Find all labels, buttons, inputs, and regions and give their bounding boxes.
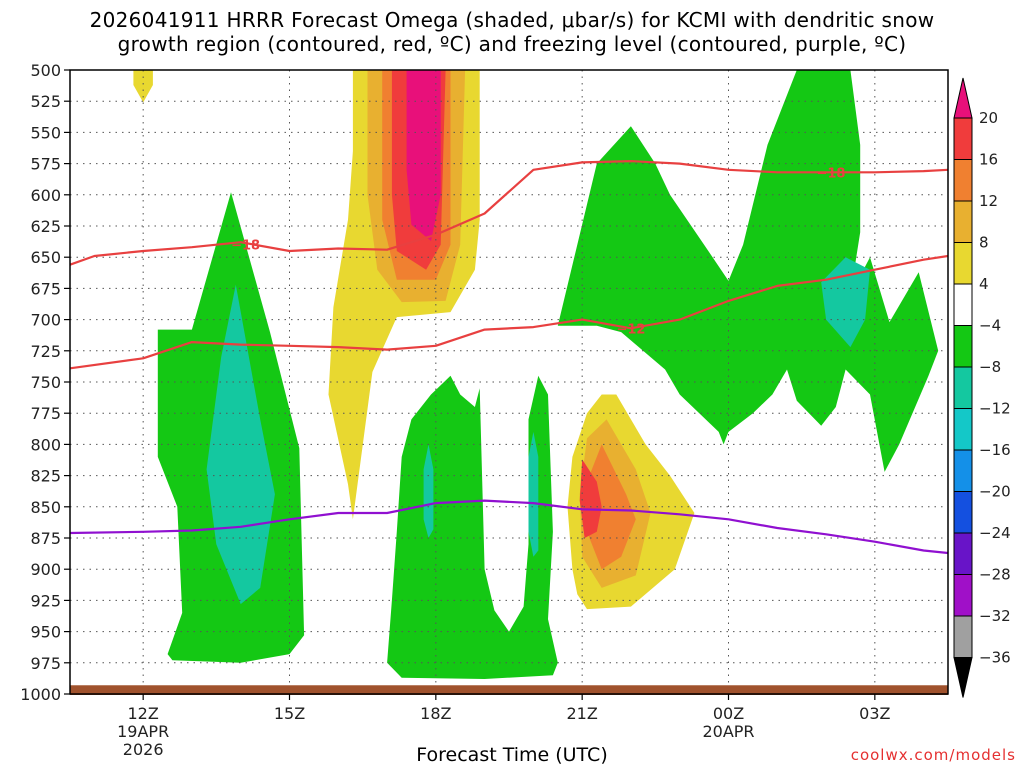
contour-label-minus18-left: −18 [231, 239, 260, 254]
x-tick-label-24: 00Z [713, 704, 744, 723]
credit-text: coolwx.com/models [850, 746, 1016, 764]
colorbar-label-4: 4 [979, 275, 989, 293]
omega-region-12 [528, 431, 539, 557]
colorbar-swatch-4 [953, 283, 973, 326]
x-tick-label-12: 12Z [128, 704, 159, 723]
colorbar-swatch-1 [953, 159, 973, 202]
omega-shading [133, 70, 939, 679]
colorbar-swatch-2 [953, 200, 973, 243]
colorbar-legend: 20 16 12 8 4 −4 −8 −12 −16 −20 −24 −28 −32 −36 [953, 77, 1011, 698]
y-tick-label-500: 500 [30, 61, 61, 80]
omega-region-9 [821, 257, 870, 348]
y-tick-label-900: 900 [30, 560, 61, 579]
omega-region-7 [133, 70, 153, 103]
y-tick-label-700: 700 [30, 311, 61, 330]
contour-label-minus12: −12 [616, 322, 645, 337]
colorbar-over-triangle [953, 77, 973, 119]
x-axis-label: Forecast Time (UTC) [416, 744, 608, 766]
colorbar-swatch-7 [953, 408, 973, 451]
colorbar-swatch-3 [953, 242, 973, 285]
y-tick-label-875: 875 [30, 529, 61, 548]
ground-layer [70, 685, 948, 695]
y-tick-label-1000: 1000 [20, 685, 61, 704]
y-tick-label-575: 575 [30, 155, 61, 174]
isotherm-minus18-line [70, 160, 948, 266]
y-tick-label-825: 825 [30, 467, 61, 486]
y-tick-label-625: 625 [30, 217, 61, 236]
y-tick-label-850: 850 [30, 498, 61, 517]
x-tick-label-15: 15Z [274, 704, 305, 723]
chart-title-line2: growth region (contoured, red, ºC) and f… [117, 32, 907, 56]
y-tick-label-775: 775 [30, 404, 61, 423]
colorbar-label-2: 12 [979, 192, 998, 210]
colorbar-label-8: −16 [979, 441, 1011, 459]
y-tick-label-800: 800 [30, 435, 61, 454]
x-tick-date-12: 19APR [117, 722, 169, 741]
colorbar-label-1: 16 [979, 151, 998, 169]
x-tick-label-27: 03Z [859, 704, 890, 723]
omega-region-6 [406, 70, 441, 241]
colorbar-label-11: −28 [979, 566, 1011, 584]
y-tick-label-550: 550 [30, 123, 61, 142]
omega-region-11 [423, 444, 434, 538]
colorbar-under-triangle [953, 657, 973, 698]
x-tick-date-24: 20APR [702, 722, 754, 741]
colorbar-swatch-0 [953, 117, 973, 160]
y-axis: 500 525 550 575 600 625 650 675 700 725 750 775 800 8… [20, 61, 70, 704]
colorbar-label-7: −12 [979, 400, 1011, 418]
y-tick-label-950: 950 [30, 623, 61, 642]
contour-lines: −18 −18 −12 [70, 160, 948, 555]
y-tick-label-650: 650 [30, 248, 61, 267]
y-tick-label-975: 975 [30, 654, 61, 673]
isotherm-minus12-line [70, 254, 948, 370]
y-tick-label-725: 725 [30, 342, 61, 361]
x-tick-label-21: 21Z [567, 704, 598, 723]
colorbar-label-10: −24 [979, 524, 1011, 542]
grid-lines [70, 70, 948, 694]
y-tick-label-925: 925 [30, 591, 61, 610]
y-tick-label-600: 600 [30, 186, 61, 205]
omega-region-16 [579, 459, 602, 538]
x-tick-label-18: 18Z [420, 704, 451, 723]
ground-surface [70, 685, 948, 695]
omega-region-8 [557, 70, 939, 472]
colorbar-swatch-8 [953, 449, 973, 492]
chart-title-line1: 2026041911 HRRR Forecast Omega (shaded, … [89, 8, 935, 32]
colorbar-swatch-6 [953, 366, 973, 409]
colorbar-label-0: 20 [979, 109, 998, 127]
colorbar-swatch-10 [953, 532, 973, 575]
colorbar-label-12: −32 [979, 607, 1011, 625]
colorbar-label-5: −4 [979, 317, 1001, 335]
colorbar-swatch-11 [953, 574, 973, 617]
y-tick-label-750: 750 [30, 373, 61, 392]
y-tick-label-675: 675 [30, 279, 61, 298]
colorbar-swatch-9 [953, 491, 973, 534]
colorbar-label-3: 8 [979, 234, 989, 252]
colorbar-swatch-12 [953, 615, 973, 658]
colorbar-swatch-5 [953, 325, 973, 368]
x-tick-year-12: 2026 [123, 740, 164, 759]
colorbar-label-13: −36 [979, 649, 1011, 667]
colorbar-label-6: −8 [979, 358, 1001, 376]
freezing-level-line [70, 499, 948, 555]
chart-title: 2026041911 HRRR Forecast Omega (shaded, … [0, 8, 1024, 56]
colorbar-label-9: −20 [979, 483, 1011, 501]
contour-label-minus18-right: −18 [816, 166, 845, 181]
y-tick-label-525: 525 [30, 92, 61, 111]
